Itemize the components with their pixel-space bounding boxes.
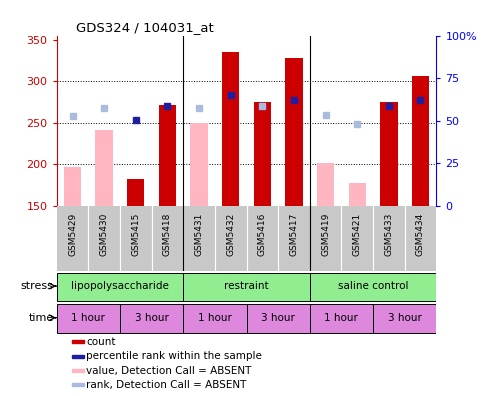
Bar: [127, 179, 144, 206]
Bar: [253, 102, 271, 206]
Bar: [412, 76, 429, 206]
Text: GSM5419: GSM5419: [321, 212, 330, 256]
Bar: [183, 273, 310, 301]
Text: GSM5429: GSM5429: [68, 212, 77, 256]
Bar: [183, 304, 246, 333]
Text: 1 hour: 1 hour: [198, 313, 232, 323]
Text: time: time: [28, 313, 54, 323]
Bar: [72, 383, 84, 386]
Text: rank, Detection Call = ABSENT: rank, Detection Call = ABSENT: [86, 380, 247, 390]
Text: value, Detection Call = ABSENT: value, Detection Call = ABSENT: [86, 366, 252, 375]
Text: count: count: [86, 337, 116, 347]
Bar: [72, 369, 84, 372]
Bar: [120, 304, 183, 333]
Text: 3 hour: 3 hour: [261, 313, 295, 323]
Text: GSM5432: GSM5432: [226, 212, 235, 256]
Bar: [246, 304, 310, 333]
Bar: [57, 273, 183, 301]
Text: GSM5418: GSM5418: [163, 212, 172, 256]
Text: 3 hour: 3 hour: [135, 313, 169, 323]
Text: GSM5415: GSM5415: [131, 212, 141, 256]
Text: GSM5421: GSM5421: [352, 212, 362, 256]
Bar: [373, 304, 436, 333]
Text: restraint: restraint: [224, 281, 269, 291]
Text: GSM5431: GSM5431: [195, 212, 204, 256]
Text: GSM5433: GSM5433: [385, 212, 393, 256]
Bar: [64, 167, 81, 206]
Bar: [72, 355, 84, 358]
Bar: [317, 163, 334, 206]
Bar: [310, 304, 373, 333]
Bar: [222, 52, 240, 206]
Text: GDS324 / 104031_at: GDS324 / 104031_at: [76, 21, 213, 34]
Bar: [310, 273, 436, 301]
Bar: [190, 123, 208, 206]
Text: GSM5434: GSM5434: [416, 212, 425, 256]
Text: lipopolysaccharide: lipopolysaccharide: [71, 281, 169, 291]
Text: GSM5416: GSM5416: [258, 212, 267, 256]
Text: percentile rank within the sample: percentile rank within the sample: [86, 351, 262, 361]
Text: GSM5417: GSM5417: [289, 212, 298, 256]
Text: stress: stress: [21, 281, 54, 291]
Bar: [285, 58, 303, 206]
Bar: [72, 341, 84, 343]
Bar: [159, 105, 176, 206]
Text: 1 hour: 1 hour: [71, 313, 106, 323]
Text: 1 hour: 1 hour: [324, 313, 358, 323]
Bar: [380, 102, 397, 206]
Bar: [96, 129, 113, 206]
Text: saline control: saline control: [338, 281, 408, 291]
Bar: [57, 304, 120, 333]
Bar: [349, 183, 366, 206]
Text: GSM5430: GSM5430: [100, 212, 108, 256]
Text: 3 hour: 3 hour: [387, 313, 422, 323]
